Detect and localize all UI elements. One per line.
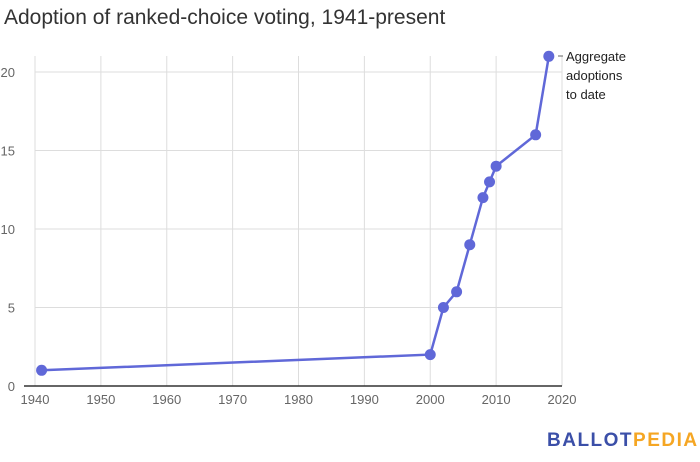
x-tick-label: 1980 <box>284 392 313 407</box>
data-point <box>437 302 449 313</box>
x-tick-label: 1990 <box>350 392 379 407</box>
x-tick-label: 1950 <box>86 392 115 407</box>
x-tick-label: 1960 <box>152 392 181 407</box>
y-tick-label: 10 <box>1 222 15 237</box>
x-tick-label: 2010 <box>482 392 511 407</box>
y-tick-label: 0 <box>8 379 15 394</box>
data-point <box>543 50 555 62</box>
ballotpedia-logo: BALLOTPEDIA <box>547 430 699 452</box>
x-tick-label: 1970 <box>218 392 247 407</box>
logo-part1: BALLOT <box>547 430 634 451</box>
data-point <box>451 286 463 298</box>
chart-title: Adoption of ranked-choice voting, 1941-p… <box>4 6 446 29</box>
data-point <box>424 349 436 361</box>
x-tick-label: 2020 <box>548 392 577 407</box>
annotation-line: adoptions <box>566 68 623 83</box>
annotation-line: to date <box>566 87 606 102</box>
data-point <box>477 192 489 204</box>
y-tick-label: 5 <box>8 301 15 316</box>
y-tick-label: 20 <box>1 65 15 80</box>
series-line <box>41 56 551 372</box>
data-point <box>484 176 496 188</box>
x-tick-label: 2000 <box>416 392 445 407</box>
data-point <box>490 160 502 172</box>
data-point <box>530 129 542 141</box>
annotation-line: Aggregate <box>566 49 626 64</box>
logo-part2: PEDIA <box>633 430 699 451</box>
x-tick-label: 1940 <box>21 392 50 407</box>
y-tick-label: 15 <box>1 144 15 159</box>
data-point <box>464 239 476 251</box>
data-point <box>36 364 48 376</box>
